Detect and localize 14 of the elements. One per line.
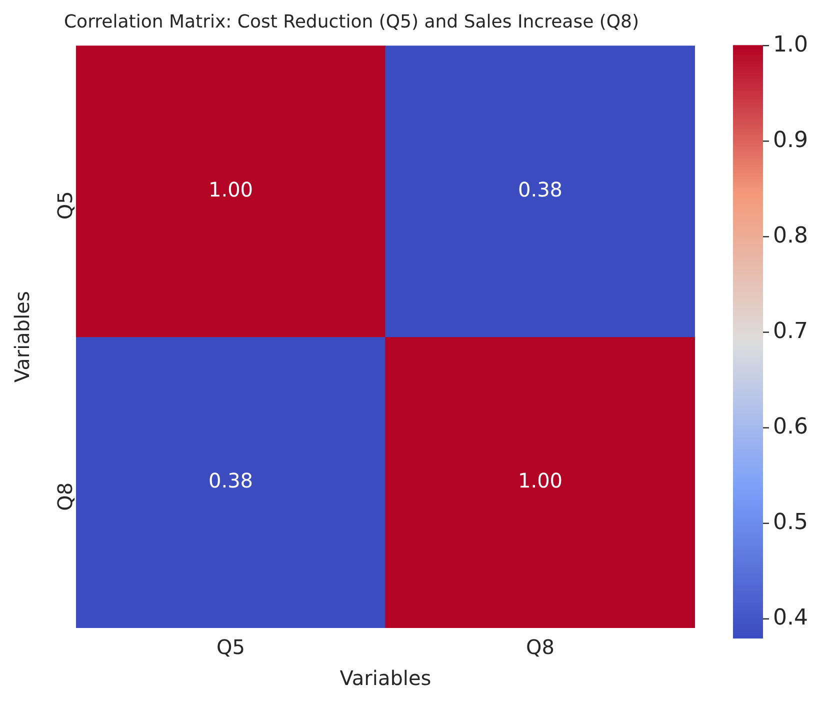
data-label: 1.00 (208, 177, 254, 202)
color-bar-label: 1.0 (773, 32, 808, 58)
data-label: 0.38 (208, 468, 254, 493)
color-bar-label: 0.5 (773, 510, 808, 536)
data-label: 0.38 (518, 177, 563, 202)
color-bar-label: 0.6 (773, 414, 808, 440)
chart-title: Correlation Matrix: Cost Reduction (Q5) and Sales Increase (Q8) (64, 11, 640, 32)
x-axis-title: Variables (340, 666, 432, 690)
color-bar-label: 0.8 (773, 223, 808, 248)
color-bar-label: 0.7 (773, 318, 808, 344)
color-bar-label: 0.9 (773, 128, 808, 153)
data-label: 1.00 (518, 468, 563, 493)
y-axis-title: Variables (10, 291, 34, 383)
color-bar-label: 0.4 (773, 606, 808, 631)
